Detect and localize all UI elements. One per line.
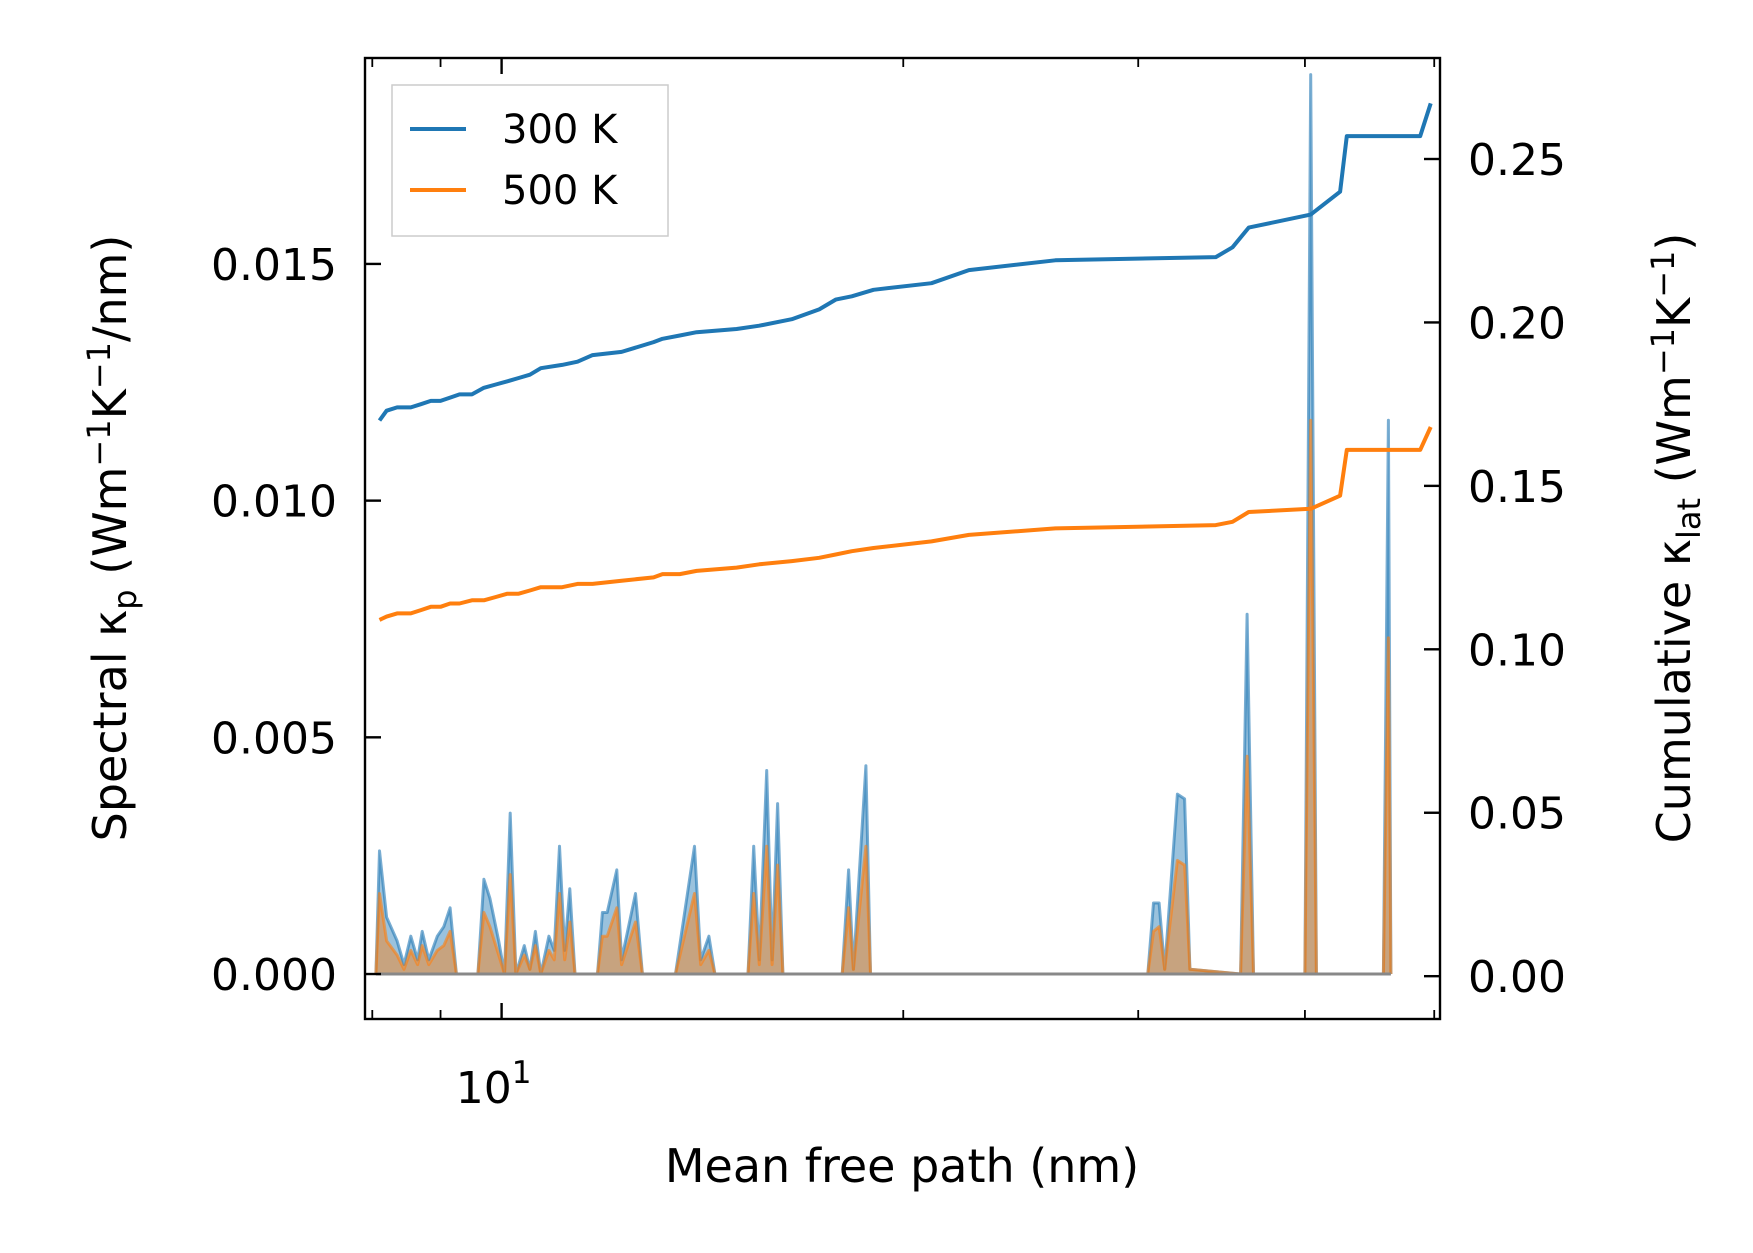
cumulative-line-300k bbox=[377, 102, 1433, 422]
axis-ticks: 0.000 0.005 0.010 0.015 0.00 0.05 0.10 0.15 0.20… bbox=[211, 58, 1566, 1114]
y-left-tick-label: 0.015 bbox=[211, 240, 337, 291]
cumulative-series-layer bbox=[377, 102, 1433, 622]
y-right-label-part: ) bbox=[1647, 233, 1701, 251]
y-right-label-part: K bbox=[1647, 296, 1701, 328]
legend-label-500k: 500 K bbox=[502, 168, 619, 214]
legend-label-300k: 300 K bbox=[502, 107, 619, 153]
y-left-tick-label: 0.010 bbox=[211, 477, 337, 528]
legend: 300 K 500 K bbox=[391, 84, 669, 237]
x-axis-label: Mean free path (nm) bbox=[665, 1139, 1139, 1193]
x-tick-label: 101 bbox=[456, 1055, 532, 1114]
y-right-tick-label: 0.25 bbox=[1468, 135, 1566, 186]
y-left-tick-label: 0.005 bbox=[211, 713, 337, 764]
y-right-tick-label: 0.15 bbox=[1468, 462, 1566, 513]
y-left-label-sup: −1 bbox=[80, 342, 118, 389]
y-left-label-part: /nm) bbox=[83, 235, 137, 342]
spectral-line-500k bbox=[374, 418, 1393, 976]
y-left-label-part: (Wm bbox=[83, 467, 137, 590]
spectral-series-layer bbox=[374, 73, 1393, 976]
y-right-tick-label: 0.20 bbox=[1468, 298, 1566, 349]
legend-box bbox=[391, 84, 669, 237]
plot-frame bbox=[363, 56, 1442, 1021]
y-left-label-main: Spectral κ bbox=[83, 610, 137, 842]
y-right-label-sub: lat bbox=[1670, 498, 1708, 539]
y-right-label-sup: −1 bbox=[1644, 251, 1682, 298]
y-left-label-sub: p bbox=[106, 589, 144, 609]
y-left-tick-label: 0.000 bbox=[211, 950, 337, 1001]
y-right-tick-label: 0.05 bbox=[1468, 789, 1566, 840]
y-right-tick-label: 0.00 bbox=[1468, 952, 1566, 1003]
y-left-label-part: K bbox=[83, 387, 137, 419]
y-left-axis-label: Spectral κp (Wm−1K−1/nm) bbox=[80, 235, 144, 842]
y-right-label-main: Cumulative κ bbox=[1647, 539, 1701, 843]
spectral-line-300k bbox=[374, 73, 1393, 976]
y-right-label-sup: −1 bbox=[1644, 328, 1682, 375]
y-left-label-sup: −1 bbox=[80, 419, 118, 466]
y-right-tick-label: 0.10 bbox=[1468, 625, 1566, 676]
cumulative-line-500k bbox=[378, 426, 1433, 622]
y-right-label-part: (Wm bbox=[1647, 375, 1701, 498]
y-right-axis-label: Cumulative κlat (Wm−1K−1) bbox=[1644, 233, 1708, 844]
